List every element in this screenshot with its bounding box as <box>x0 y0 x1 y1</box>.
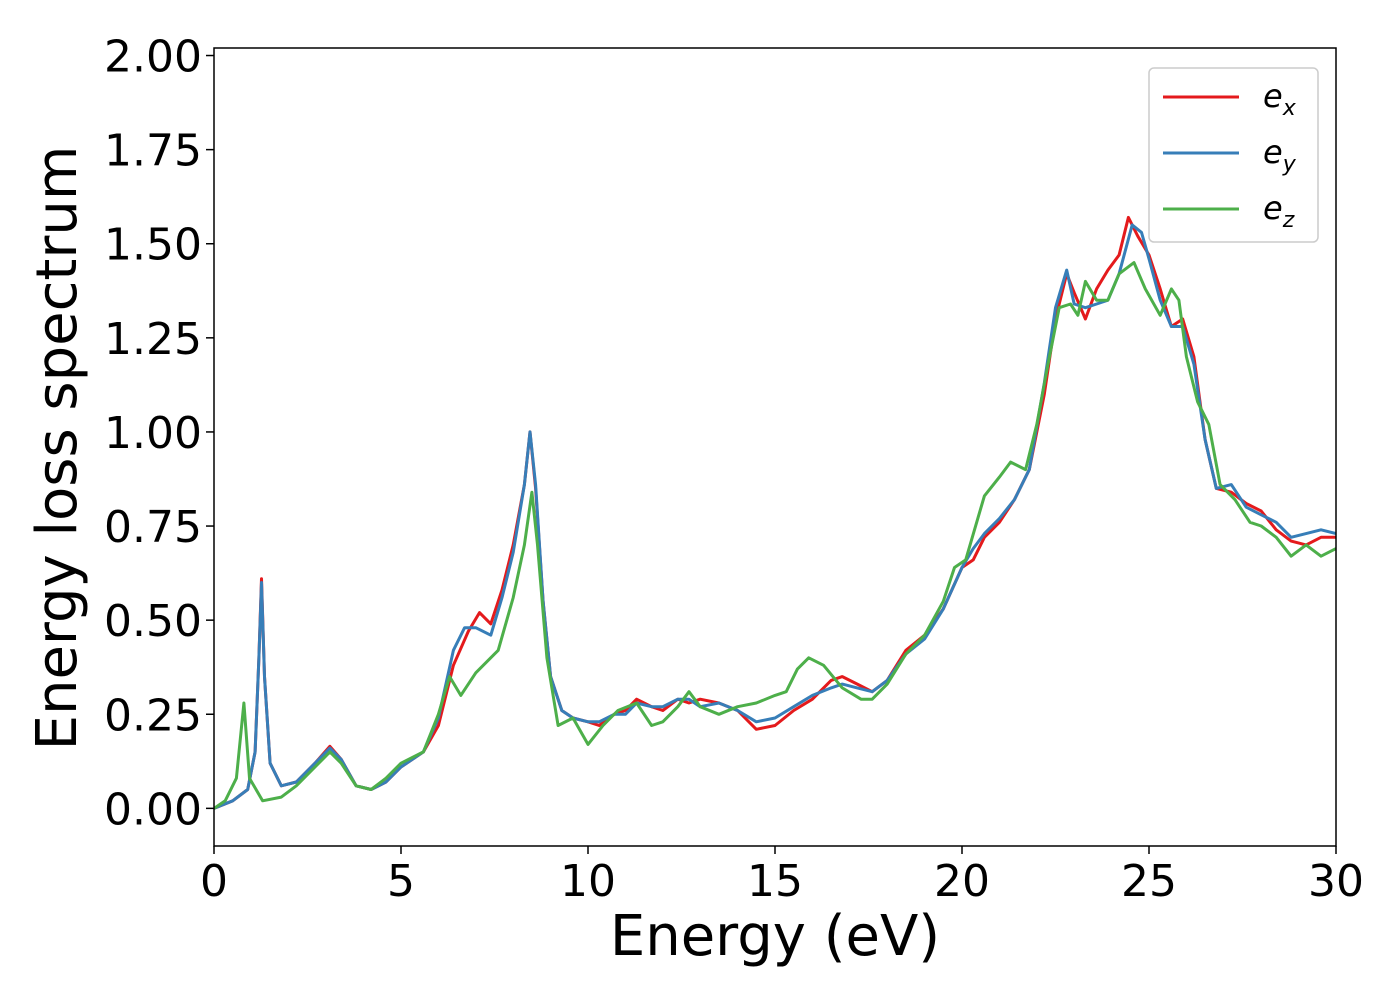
y-tick-label: 2.00 <box>104 32 202 83</box>
y-tick-label: 0.00 <box>104 784 202 835</box>
x-tick-label: 0 <box>200 856 228 907</box>
y-tick-label: 1.25 <box>104 314 202 365</box>
y-tick-label: 0.75 <box>104 502 202 553</box>
y-tick-label: 0.25 <box>104 690 202 741</box>
y-tick-label: 1.75 <box>104 126 202 177</box>
legend-label-z: ez <box>1263 189 1295 233</box>
legend-label-y: ey <box>1263 133 1297 177</box>
x-tick-label: 5 <box>387 856 415 907</box>
y-tick-label: 1.50 <box>104 220 202 271</box>
y-tick-label: 0.50 <box>104 596 202 647</box>
x-tick-label: 10 <box>560 856 616 907</box>
y-axis-title: Energy loss spectrum <box>25 146 90 751</box>
x-tick-label: 15 <box>747 856 803 907</box>
y-tick-label: 1.00 <box>104 408 202 459</box>
x-axis-title: Energy (eV) <box>610 904 940 969</box>
x-tick-label: 25 <box>1121 856 1177 907</box>
x-tick-label: 20 <box>934 856 990 907</box>
series-line-e-x <box>214 215 1336 810</box>
series-line-e-z <box>214 261 1336 810</box>
x-tick-label: 30 <box>1308 856 1364 907</box>
legend-box <box>1148 67 1319 243</box>
legend-label-x: ex <box>1263 77 1297 121</box>
